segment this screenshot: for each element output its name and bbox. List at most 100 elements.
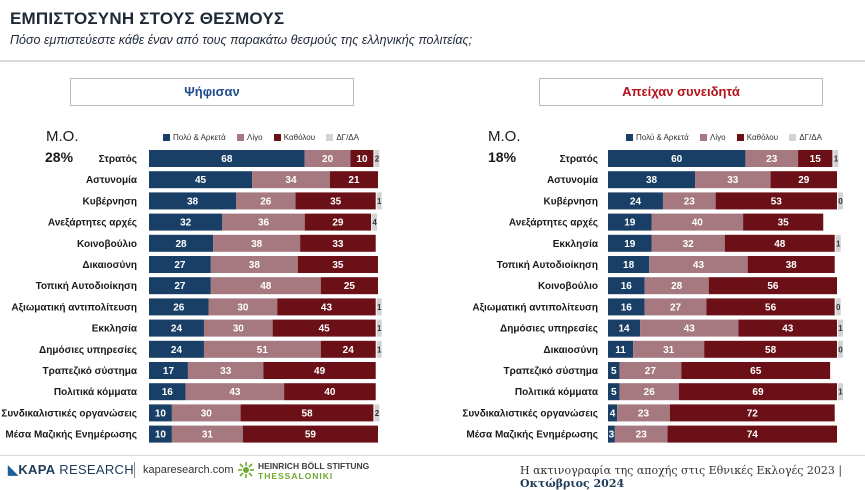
bar-value-label: 19 (624, 218, 636, 229)
bar-segment (644, 298, 707, 316)
bar-segment (608, 319, 641, 337)
bar-value-label: 51 (257, 345, 269, 356)
bar-value-label: 29 (332, 218, 344, 229)
category-label: Πολιτικά κόμματα (54, 387, 138, 398)
bar-segment (213, 234, 301, 252)
bar-segment (715, 192, 837, 210)
legend-item-none: Καθόλου (273, 133, 315, 142)
bar-segment-dk (372, 213, 378, 231)
bar-segment (329, 171, 378, 189)
bar-segment (252, 171, 330, 189)
bar-segment (770, 171, 837, 189)
bar-value-label: 40 (324, 387, 336, 398)
bar-segment (649, 256, 748, 273)
bar-value-label: 10 (155, 430, 167, 441)
bar-value-label: 59 (305, 430, 317, 441)
bar-value-label: 1 (377, 345, 382, 354)
bar-value-label: 23 (684, 196, 696, 207)
category-label: Κοινοβούλιο (77, 239, 137, 250)
bar-value-label: 1 (838, 388, 843, 397)
category-label: Τραπεζικό σύστημα (504, 366, 599, 377)
legend-swatch (699, 134, 707, 141)
bar-value-label: 43 (782, 324, 794, 335)
bar-segment (304, 150, 351, 167)
legend-label: Καθόλου (746, 133, 779, 142)
bar-segment (608, 256, 650, 273)
bar-segment (149, 404, 172, 422)
legend-label: ΔΓ/ΔΑ (799, 133, 822, 142)
bar-segment (185, 383, 285, 401)
bar-segment (149, 362, 188, 379)
bar-segment (745, 150, 799, 167)
bar-segment (297, 256, 378, 273)
bar-segment-dk (374, 404, 380, 422)
kapa-research-logo: ◣KAPA RESEARCH (8, 462, 134, 478)
category-label: Πολιτικά κόμματα (515, 387, 599, 398)
bar-segment (240, 404, 374, 422)
bar-segment (149, 213, 223, 231)
bar-value-label: 24 (171, 345, 183, 356)
bar-value-label: 1 (834, 155, 839, 164)
bar-segment (304, 213, 372, 231)
bar-segment (608, 404, 618, 422)
bar-segment (149, 150, 305, 167)
bar-segment (669, 404, 835, 422)
category-label: Αστυνομία (547, 175, 599, 186)
category-label: Αστυνομία (86, 175, 138, 186)
bar-value-label: 20 (322, 154, 334, 165)
legend-item-none: Καθόλου (736, 133, 779, 142)
bar-value-label: 11 (615, 345, 626, 356)
legend-label: ΔΓ/ΔΑ (336, 133, 359, 142)
legend-label: Λίγο (246, 133, 263, 142)
bar-segment (277, 298, 376, 316)
legend-item-little: Λίγο (699, 133, 726, 142)
bar-value-label: 36 (258, 218, 270, 229)
category-label: Αξιωματική αντιπολίτευση (472, 302, 598, 313)
bar-value-label: 38 (786, 260, 798, 271)
bar-segment (608, 362, 620, 379)
bar-segment (149, 171, 253, 189)
bar-segment (617, 404, 670, 422)
legend-label: Λίγο (709, 133, 726, 142)
category-label: Αξιωματική αντιπολίτευση (11, 302, 137, 313)
bar-value-label: 18 (623, 260, 635, 271)
category-label: Συνδικαλιστικές οργανώσεις (1, 408, 137, 419)
bar-value-label: 0 (836, 303, 841, 312)
website-link[interactable]: kaparesearch.com (143, 464, 234, 476)
category-label: Δικαιοσύνη (543, 345, 598, 356)
bar-value-label: 1 (838, 324, 843, 333)
bar-value-label: 25 (344, 281, 356, 292)
bar-segment (706, 298, 835, 316)
bar-value-label: 24 (630, 196, 642, 207)
bar-segment (350, 150, 374, 167)
bar-segment (667, 425, 837, 443)
bar-value-label: 2 (375, 155, 380, 164)
bar-value-label: 26 (260, 196, 272, 207)
bar-segment-dk (376, 340, 382, 358)
category-label: Μέσα Μαζικής Ενημέρωσης (5, 430, 137, 441)
legend-item-little: Λίγο (236, 133, 263, 142)
bar-segment (210, 277, 321, 295)
bar-value-label: 10 (356, 154, 368, 165)
header-divider (0, 60, 865, 62)
bar-value-label: 35 (332, 260, 344, 271)
bar-segment (644, 277, 709, 295)
mean-value: 28% (45, 149, 74, 165)
category-label: Τοπική Αυτοδιοίκηση (36, 281, 137, 292)
category-label: Στρατός (560, 154, 598, 165)
bar-segment (295, 192, 376, 210)
bar-value-label: 0 (838, 197, 843, 206)
bar-segment-dk (376, 192, 382, 210)
bar-value-label: 33 (332, 239, 344, 250)
category-label: Τοπική Αυτοδιοίκηση (497, 260, 598, 271)
legend-item-dk: ΔΓ/ΔΑ (326, 133, 359, 142)
logo-research-text: RESEARCH (55, 462, 134, 477)
bar-value-label: 31 (202, 430, 214, 441)
bar-segment (608, 298, 645, 316)
bar-value-label: 48 (774, 239, 786, 250)
bar-value-label: 38 (251, 239, 263, 250)
bar-value-label: 30 (201, 408, 213, 419)
bar-value-label: 1 (377, 303, 382, 312)
bar-value-label: 24 (343, 345, 355, 356)
